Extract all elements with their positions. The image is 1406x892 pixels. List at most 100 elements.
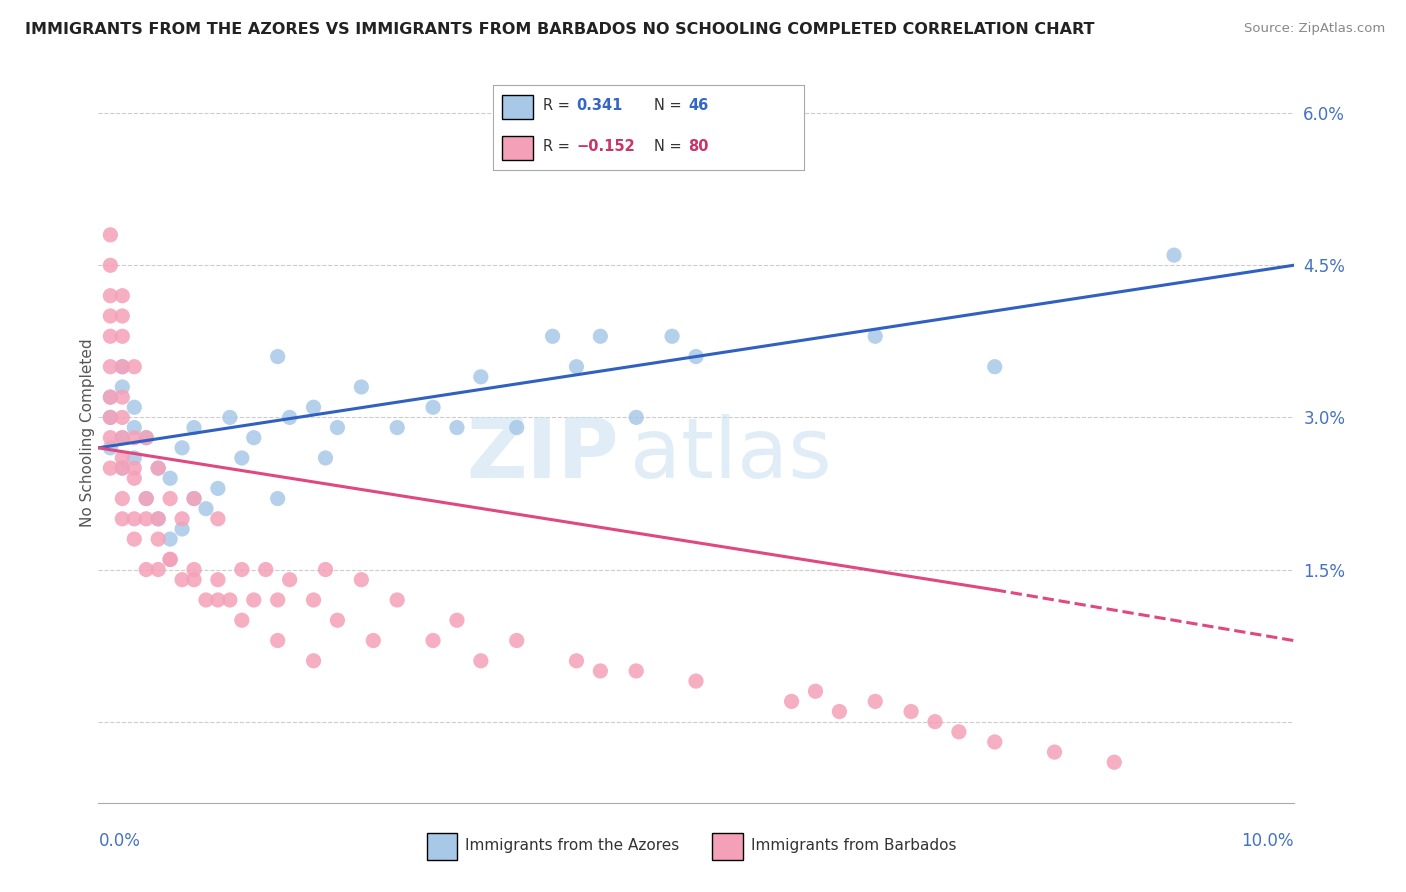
Point [124,532,146,546]
Point [422,633,444,648]
Point [541,329,564,343]
Point [267,491,290,506]
Point [183,491,205,506]
Point [148,461,170,475]
Point [470,654,492,668]
Point [111,431,134,445]
Point [589,329,612,343]
Point [302,593,325,607]
Point [98,461,122,475]
Point [124,450,146,465]
Point [111,512,134,526]
Point [685,350,707,364]
Text: IMMIGRANTS FROM THE AZORES VS IMMIGRANTS FROM BARBADOS NO SCHOOLING COMPLETED CO: IMMIGRANTS FROM THE AZORES VS IMMIGRANTS… [25,22,1095,37]
Point [124,359,146,374]
Point [98,227,122,242]
Point [626,410,648,425]
Text: 10.0%: 10.0% [1241,832,1294,850]
Point [278,573,301,587]
Point [1104,756,1126,770]
Point [183,420,205,434]
Point [865,694,887,708]
Text: atlas: atlas [630,414,832,495]
Point [267,593,290,607]
Point [135,491,157,506]
Point [159,552,181,566]
Point [302,654,325,668]
Point [231,562,253,576]
Point [183,491,205,506]
Point [506,420,529,434]
Point [350,380,373,394]
Point [98,390,122,404]
Point [98,390,122,404]
Point [828,705,851,719]
Point [111,309,134,323]
Text: Source: ZipAtlas.com: Source: ZipAtlas.com [1244,22,1385,36]
Point [159,532,181,546]
Point [685,674,707,689]
Point [172,573,194,587]
Point [422,401,444,415]
Point [148,532,170,546]
Point [111,461,134,475]
Point [124,512,146,526]
Point [159,491,181,506]
Point [207,512,229,526]
Point [446,420,468,434]
Text: ZIP: ZIP [465,414,619,495]
Point [159,552,181,566]
Point [326,613,349,627]
Point [111,461,134,475]
Point [446,613,468,627]
Point [98,329,122,343]
Point [243,431,266,445]
Point [172,512,194,526]
Point [98,441,122,455]
Point [385,420,409,434]
Point [350,573,373,587]
Point [135,431,157,445]
Point [243,593,266,607]
Point [984,359,1007,374]
Point [124,431,146,445]
Point [278,410,301,425]
Point [124,461,146,475]
Point [172,522,194,536]
Point [207,593,229,607]
Point [172,441,194,455]
Point [135,431,157,445]
Point [780,694,803,708]
Point [148,562,170,576]
Point [98,410,122,425]
Point [111,289,134,303]
Point [183,573,205,587]
Point [98,431,122,445]
Point [111,329,134,343]
Point [900,705,922,719]
Point [124,420,146,434]
Point [231,613,253,627]
Point [195,593,218,607]
Point [315,450,337,465]
Text: 0.0%: 0.0% [98,832,141,850]
Point [111,450,134,465]
Point [183,562,205,576]
Point [98,309,122,323]
Point [267,350,290,364]
Y-axis label: No Schooling Completed: No Schooling Completed [80,338,94,527]
Point [135,512,157,526]
Point [148,512,170,526]
Point [159,471,181,485]
Point [195,501,218,516]
Point [135,491,157,506]
Point [470,369,492,384]
Point [98,258,122,272]
Point [661,329,683,343]
Point [111,410,134,425]
Point [565,359,588,374]
Point [1163,248,1185,262]
Point [506,633,529,648]
Point [111,491,134,506]
Point [111,359,134,374]
